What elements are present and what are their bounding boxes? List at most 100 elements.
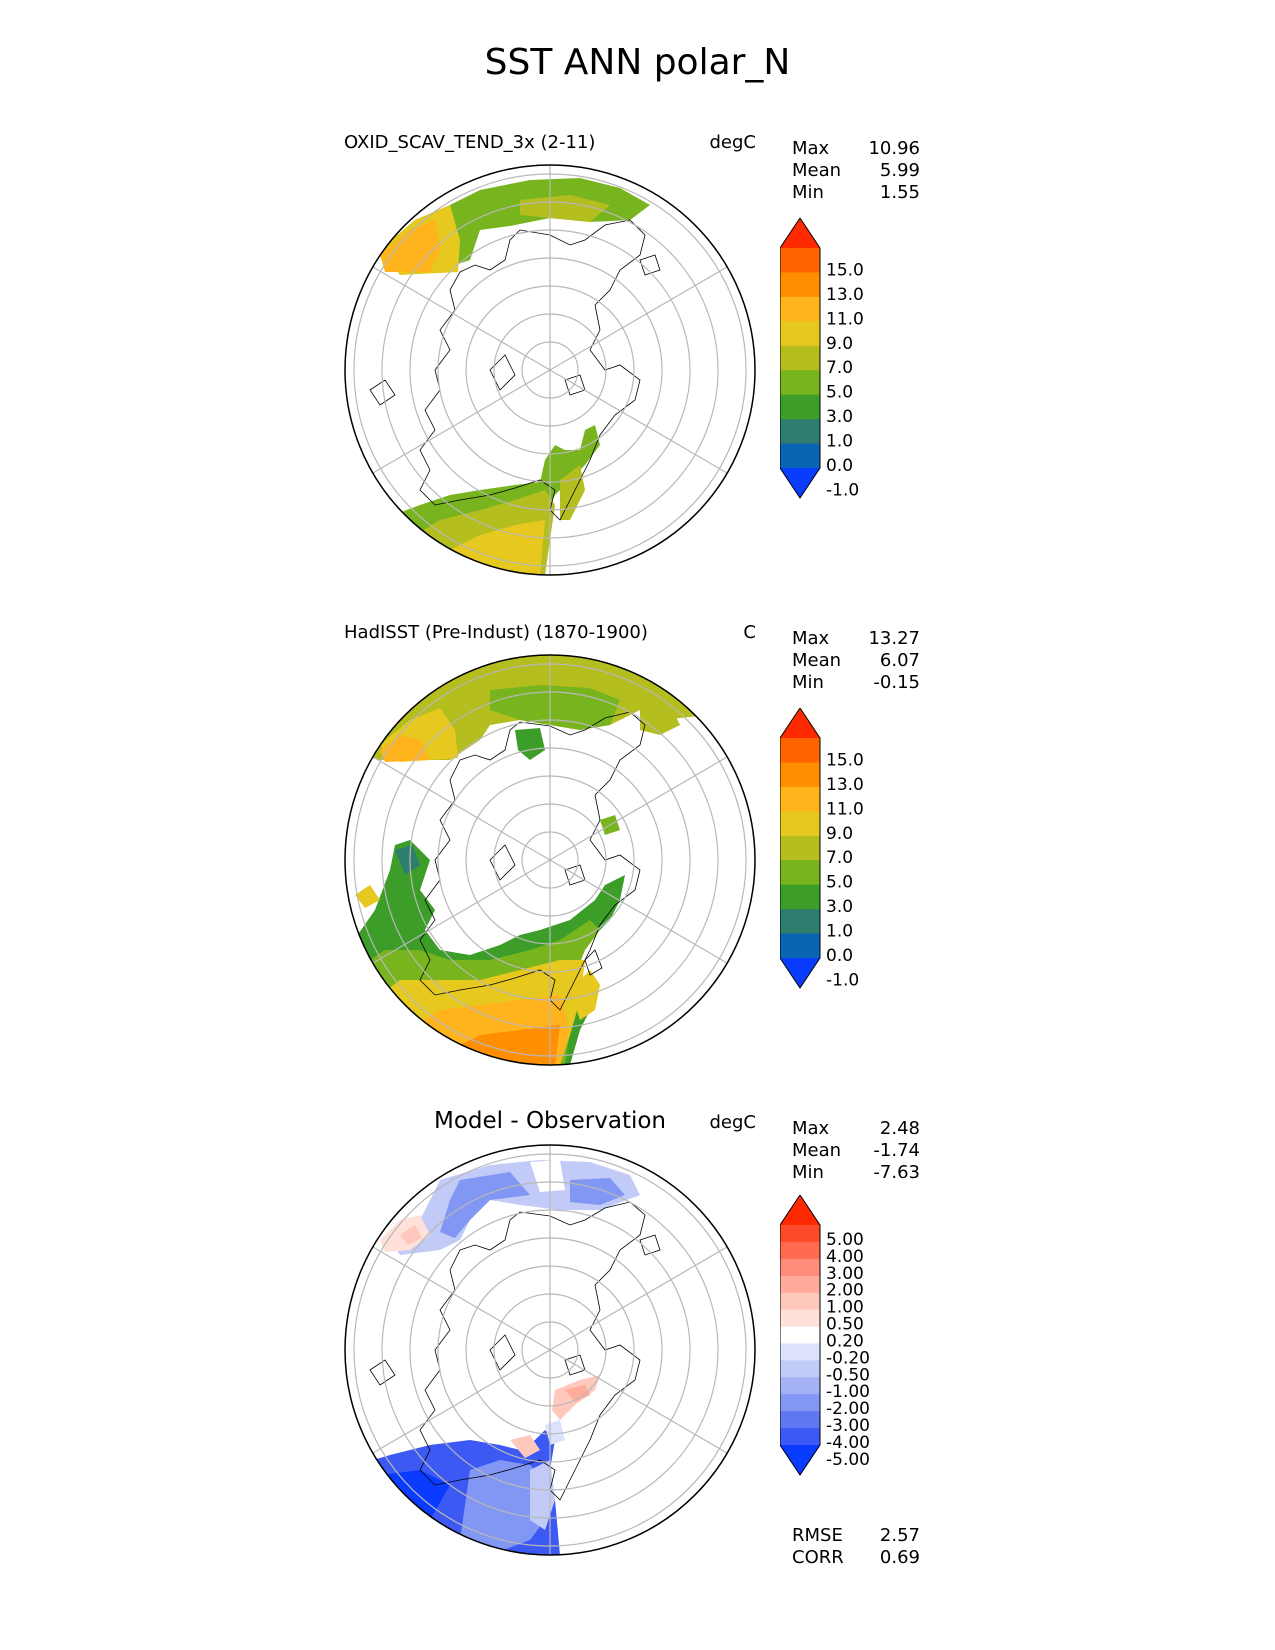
colorbar: 15.0 13.0 11.0 9.0 7.0 5.0 3.0 1.0 0.0 -1.0	[780, 218, 864, 500]
colorbar-swatch	[780, 909, 820, 935]
colorbar-swatch	[780, 860, 820, 886]
colorbar-tick-label: 5.0	[826, 383, 853, 403]
colorbar-tick-label: -0.50	[826, 1365, 870, 1385]
ocean-field	[345, 1470, 450, 1555]
map-boundary	[344, 1144, 756, 1556]
colorbar-swatch	[780, 370, 820, 396]
stat-label: Mean	[792, 160, 842, 181]
stat-label: Min	[792, 1162, 824, 1183]
panel-difference: Model - Observation degC Max 2.48 Mean -1.…	[0, 1100, 1275, 1620]
colorbar-swatch	[780, 786, 820, 812]
panel-units: degC	[709, 1112, 757, 1133]
colorbar-swatch	[780, 272, 820, 298]
panel-units: degC	[709, 132, 757, 153]
stat-label: Min	[792, 672, 824, 693]
colorbar-swatches	[780, 218, 821, 499]
colorbar-tick-label: 0.20	[826, 1331, 864, 1351]
stat-label: RMSE	[792, 1525, 843, 1546]
colorbar-tick-label: -0.20	[826, 1348, 870, 1368]
stat-value: 1.55	[879, 182, 920, 203]
colorbar-swatch	[780, 1326, 820, 1344]
colorbar-tick-label: 5.0	[826, 873, 853, 893]
colorbar-tick-label: -3.00	[826, 1416, 870, 1436]
colorbar-tick-label: 15.0	[826, 750, 864, 770]
stat-value: 2.57	[879, 1525, 920, 1546]
colorbar-swatch	[780, 394, 820, 420]
graticule	[353, 655, 747, 1065]
colorbar-swatch	[780, 1411, 820, 1429]
ocean-field	[355, 885, 380, 908]
colorbar-tick-label: 15.0	[826, 260, 864, 280]
panel-title: Model - Observation	[433, 1108, 667, 1134]
colorbar-tick-label: 9.0	[826, 824, 853, 844]
stat-label: Max	[792, 628, 830, 649]
ocean-field	[530, 1160, 565, 1192]
map-boundary	[344, 164, 756, 576]
stat-value: -7.63	[873, 1162, 920, 1183]
colorbar-tick-label: 1.0	[826, 432, 853, 452]
colorbar-tick-label: 7.0	[826, 848, 853, 868]
stat-label: Max	[792, 138, 830, 159]
colorbar-tick-label: 13.0	[826, 285, 864, 305]
colorbar-outline	[780, 708, 821, 989]
colorbar-swatch	[780, 1241, 820, 1260]
figure-title: SST ANN polar_N	[484, 42, 791, 83]
colorbar-tick-label: -4.00	[826, 1433, 870, 1453]
polar-map	[344, 1144, 756, 1556]
ocean-field	[400, 1225, 422, 1245]
colorbar-tick-label: 0.50	[826, 1315, 864, 1335]
colorbar-swatch	[780, 419, 820, 445]
panel-units: C	[743, 622, 756, 643]
colorbar-swatch	[780, 933, 820, 959]
colorbar-tick-label: -1.0	[826, 970, 859, 990]
colorbar-swatch	[780, 1258, 820, 1277]
panel-observation: HadISST (Pre-Indust) (1870-1900) C Max 13…	[0, 610, 1275, 1100]
colorbar-swatch	[780, 468, 820, 498]
colorbar-outline	[780, 1195, 821, 1476]
ocean-field	[460, 1460, 545, 1555]
colorbar: 15.0 13.0 11.0 9.0 7.0 5.0 3.0 1.0 0.0 -1.0	[780, 708, 864, 990]
colorbar-swatch	[780, 835, 820, 861]
colorbar-swatch	[780, 738, 820, 763]
stat-label: Mean	[792, 1140, 842, 1161]
ocean-field	[395, 845, 420, 875]
stat-value: -1.74	[873, 1140, 920, 1161]
ocean-field	[440, 1172, 530, 1238]
panel-model: OXID_SCAV_TEND_3x (2-11) degC Max 10.96 M…	[0, 120, 1275, 610]
stat-value: -0.15	[873, 672, 920, 693]
colorbar-swatch	[780, 1428, 820, 1446]
colorbar-tick-label: 13.0	[826, 775, 864, 795]
ocean-field	[565, 1385, 590, 1402]
stat-label: Max	[792, 1118, 830, 1139]
colorbar: 5.004.003.002.001.000.500.20-0.20-0.50-1…	[780, 1195, 870, 1476]
colorbar-tick-label: 1.00	[826, 1298, 864, 1318]
colorbar-swatch	[780, 1275, 820, 1294]
stat-value: 0.69	[879, 1547, 920, 1568]
colorbar-tick-label: 1.0	[826, 922, 853, 942]
polar-map	[344, 164, 756, 576]
stats-box: Max 2.48 Mean -1.74 Min -7.63	[792, 1118, 920, 1184]
colorbar-swatch	[780, 296, 820, 322]
colorbar-tick-label: -2.00	[826, 1399, 870, 1419]
colorbar-swatch	[780, 762, 820, 788]
graticule	[353, 1145, 747, 1555]
stat-value: 10.96	[868, 138, 920, 159]
stat-value: 5.99	[879, 160, 920, 181]
ocean-field	[515, 728, 545, 760]
colorbar-swatch	[780, 1445, 820, 1475]
colorbar-labels: 15.0 13.0 11.0 9.0 7.0 5.0 3.0 1.0 0.0 -1.0	[826, 260, 864, 500]
colorbar-tick-label: 7.0	[826, 358, 853, 378]
colorbar-tick-label: 4.00	[826, 1247, 864, 1267]
polar-map	[344, 654, 756, 1066]
map-boundary	[344, 654, 756, 1066]
colorbar-tick-label: -1.00	[826, 1382, 870, 1402]
graticule	[353, 165, 747, 575]
colorbar-tick-label: 3.0	[826, 897, 853, 917]
stats-box: Max 10.96 Mean 5.99 Min 1.55	[792, 138, 920, 204]
colorbar-swatch	[780, 1343, 820, 1361]
colorbar-swatch	[780, 1309, 820, 1328]
colorbar-outline	[780, 218, 821, 499]
colorbar-swatches	[780, 708, 821, 989]
colorbar-tick-label: 3.0	[826, 407, 853, 427]
colorbar-swatch	[780, 708, 820, 738]
